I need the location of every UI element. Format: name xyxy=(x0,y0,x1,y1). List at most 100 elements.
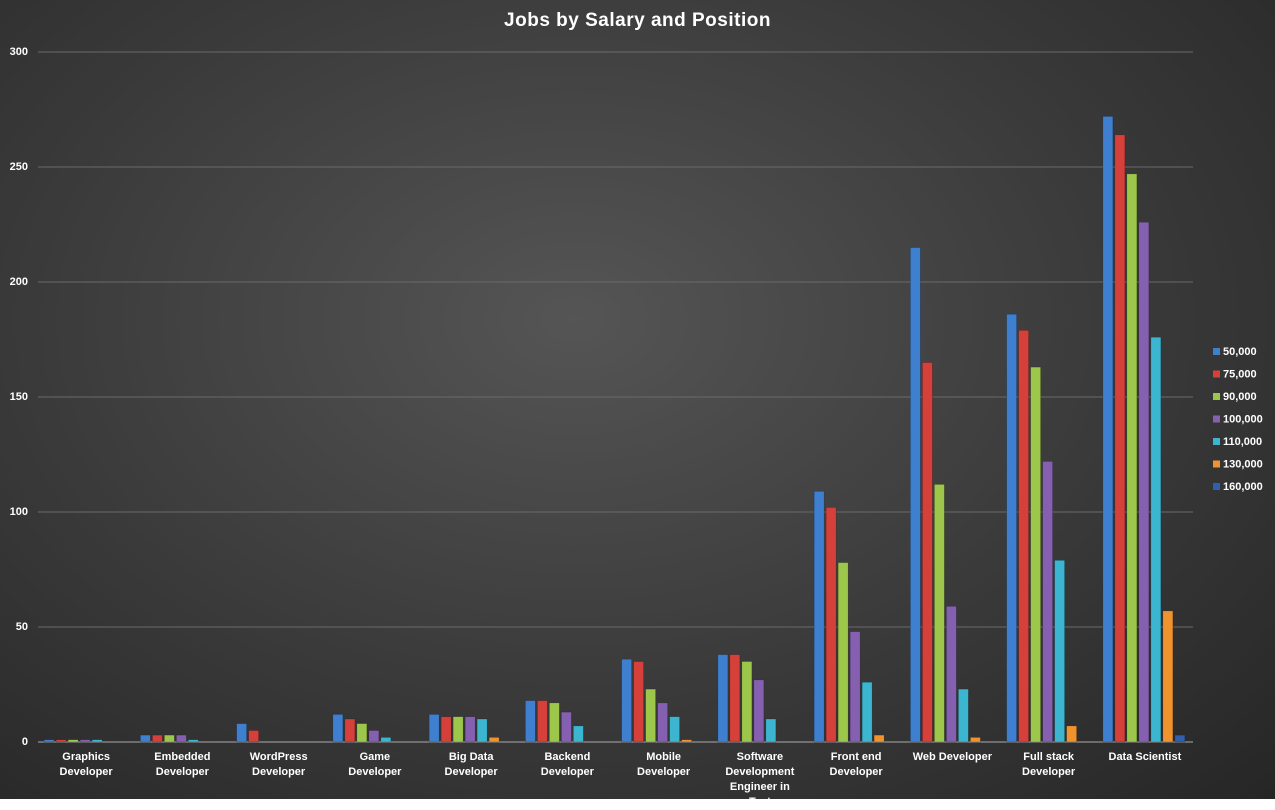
x-tick-label: Web Developer xyxy=(912,751,993,763)
bar xyxy=(1126,173,1138,743)
bar xyxy=(669,716,680,743)
legend-swatch xyxy=(1213,370,1220,378)
bar xyxy=(741,661,753,743)
bar xyxy=(1018,330,1029,743)
bar xyxy=(657,702,668,743)
bar xyxy=(861,681,873,743)
x-tick-label: Backend Developer xyxy=(540,751,594,778)
bar xyxy=(849,631,861,743)
x-tick-label: Graphics Developer xyxy=(59,751,113,778)
bar xyxy=(1138,221,1150,743)
bar xyxy=(176,734,187,743)
legend-swatch xyxy=(1213,460,1220,468)
x-tick-label: Software Development Engineer in Test xyxy=(725,751,795,808)
bar xyxy=(525,700,536,743)
bar xyxy=(1066,725,1077,743)
x-tick-label: Big Data Developer xyxy=(444,751,498,778)
bar xyxy=(1030,366,1041,743)
x-tick-label: Full stack Developer xyxy=(1022,751,1076,778)
bar xyxy=(356,723,368,743)
bar xyxy=(922,362,933,743)
bar xyxy=(753,679,765,743)
y-tick-label: 150 xyxy=(10,391,28,403)
legend-label: 110,000 xyxy=(1223,436,1262,448)
bar xyxy=(43,739,55,743)
bar xyxy=(428,714,440,743)
bar xyxy=(1150,336,1162,743)
bar xyxy=(837,562,849,743)
bar xyxy=(1162,610,1174,743)
chart-title: Jobs by Salary and Position xyxy=(504,10,771,31)
bar xyxy=(464,716,476,743)
bar xyxy=(248,730,259,743)
bar xyxy=(368,730,380,743)
y-tick-label: 50 xyxy=(16,621,28,633)
bar xyxy=(476,718,488,743)
bar xyxy=(946,606,957,743)
bar xyxy=(1006,313,1017,743)
y-tick-label: 100 xyxy=(10,506,28,518)
legend-swatch xyxy=(1213,438,1220,445)
legend-label: 90,000 xyxy=(1223,391,1257,403)
bar xyxy=(440,716,452,743)
legend-label: 160,000 xyxy=(1223,481,1263,493)
y-tick-label: 250 xyxy=(10,161,28,173)
legend-swatch xyxy=(1213,415,1220,423)
bar xyxy=(152,734,163,743)
x-tick-label: WordPress Developer xyxy=(249,751,308,778)
x-tick-label: Game Developer xyxy=(348,751,402,778)
bar xyxy=(633,661,644,743)
bar xyxy=(549,702,560,743)
bar xyxy=(91,739,103,743)
bar xyxy=(717,654,729,743)
x-tick-label: Embedded Developer xyxy=(154,751,211,778)
bar xyxy=(970,737,981,743)
bar xyxy=(537,700,548,743)
bar xyxy=(488,737,500,743)
legend-label: 50,000 xyxy=(1223,346,1257,358)
y-tick-label: 0 xyxy=(22,736,28,748)
bar xyxy=(188,739,199,743)
bar xyxy=(67,739,79,743)
bar xyxy=(1054,560,1065,743)
bar xyxy=(344,718,356,743)
bar xyxy=(910,247,921,743)
bar xyxy=(452,716,464,743)
bar xyxy=(645,688,656,743)
bar xyxy=(621,658,632,743)
legend-swatch xyxy=(1213,348,1220,355)
bar xyxy=(1114,134,1126,743)
x-tick-label: Front end Developer xyxy=(829,751,883,778)
y-tick-label: 300 xyxy=(10,46,28,58)
bar xyxy=(380,737,392,743)
bar xyxy=(813,491,825,743)
legend-swatch xyxy=(1213,393,1220,400)
bar xyxy=(561,711,572,743)
bar xyxy=(140,734,151,743)
x-tick-label: Data Scientist xyxy=(1108,751,1182,763)
x-tick-label: Mobile Developer xyxy=(637,751,691,778)
legend-swatch xyxy=(1213,483,1220,490)
bar xyxy=(79,739,91,743)
bar xyxy=(164,734,175,743)
bar xyxy=(681,739,692,743)
bar xyxy=(1102,116,1114,743)
bar xyxy=(934,484,945,743)
legend-label: 75,000 xyxy=(1223,368,1257,380)
legend-label: 130,000 xyxy=(1223,458,1263,470)
bar xyxy=(958,688,969,743)
bar xyxy=(1174,734,1186,743)
bar xyxy=(765,718,777,743)
legend-label: 100,000 xyxy=(1223,413,1263,425)
bar xyxy=(573,725,584,743)
bar xyxy=(236,723,247,743)
bar xyxy=(825,507,837,743)
bar xyxy=(55,739,67,743)
bar xyxy=(1042,461,1053,743)
y-tick-label: 200 xyxy=(10,276,28,288)
bar xyxy=(332,714,344,743)
bar xyxy=(729,654,741,743)
bar xyxy=(873,734,885,743)
